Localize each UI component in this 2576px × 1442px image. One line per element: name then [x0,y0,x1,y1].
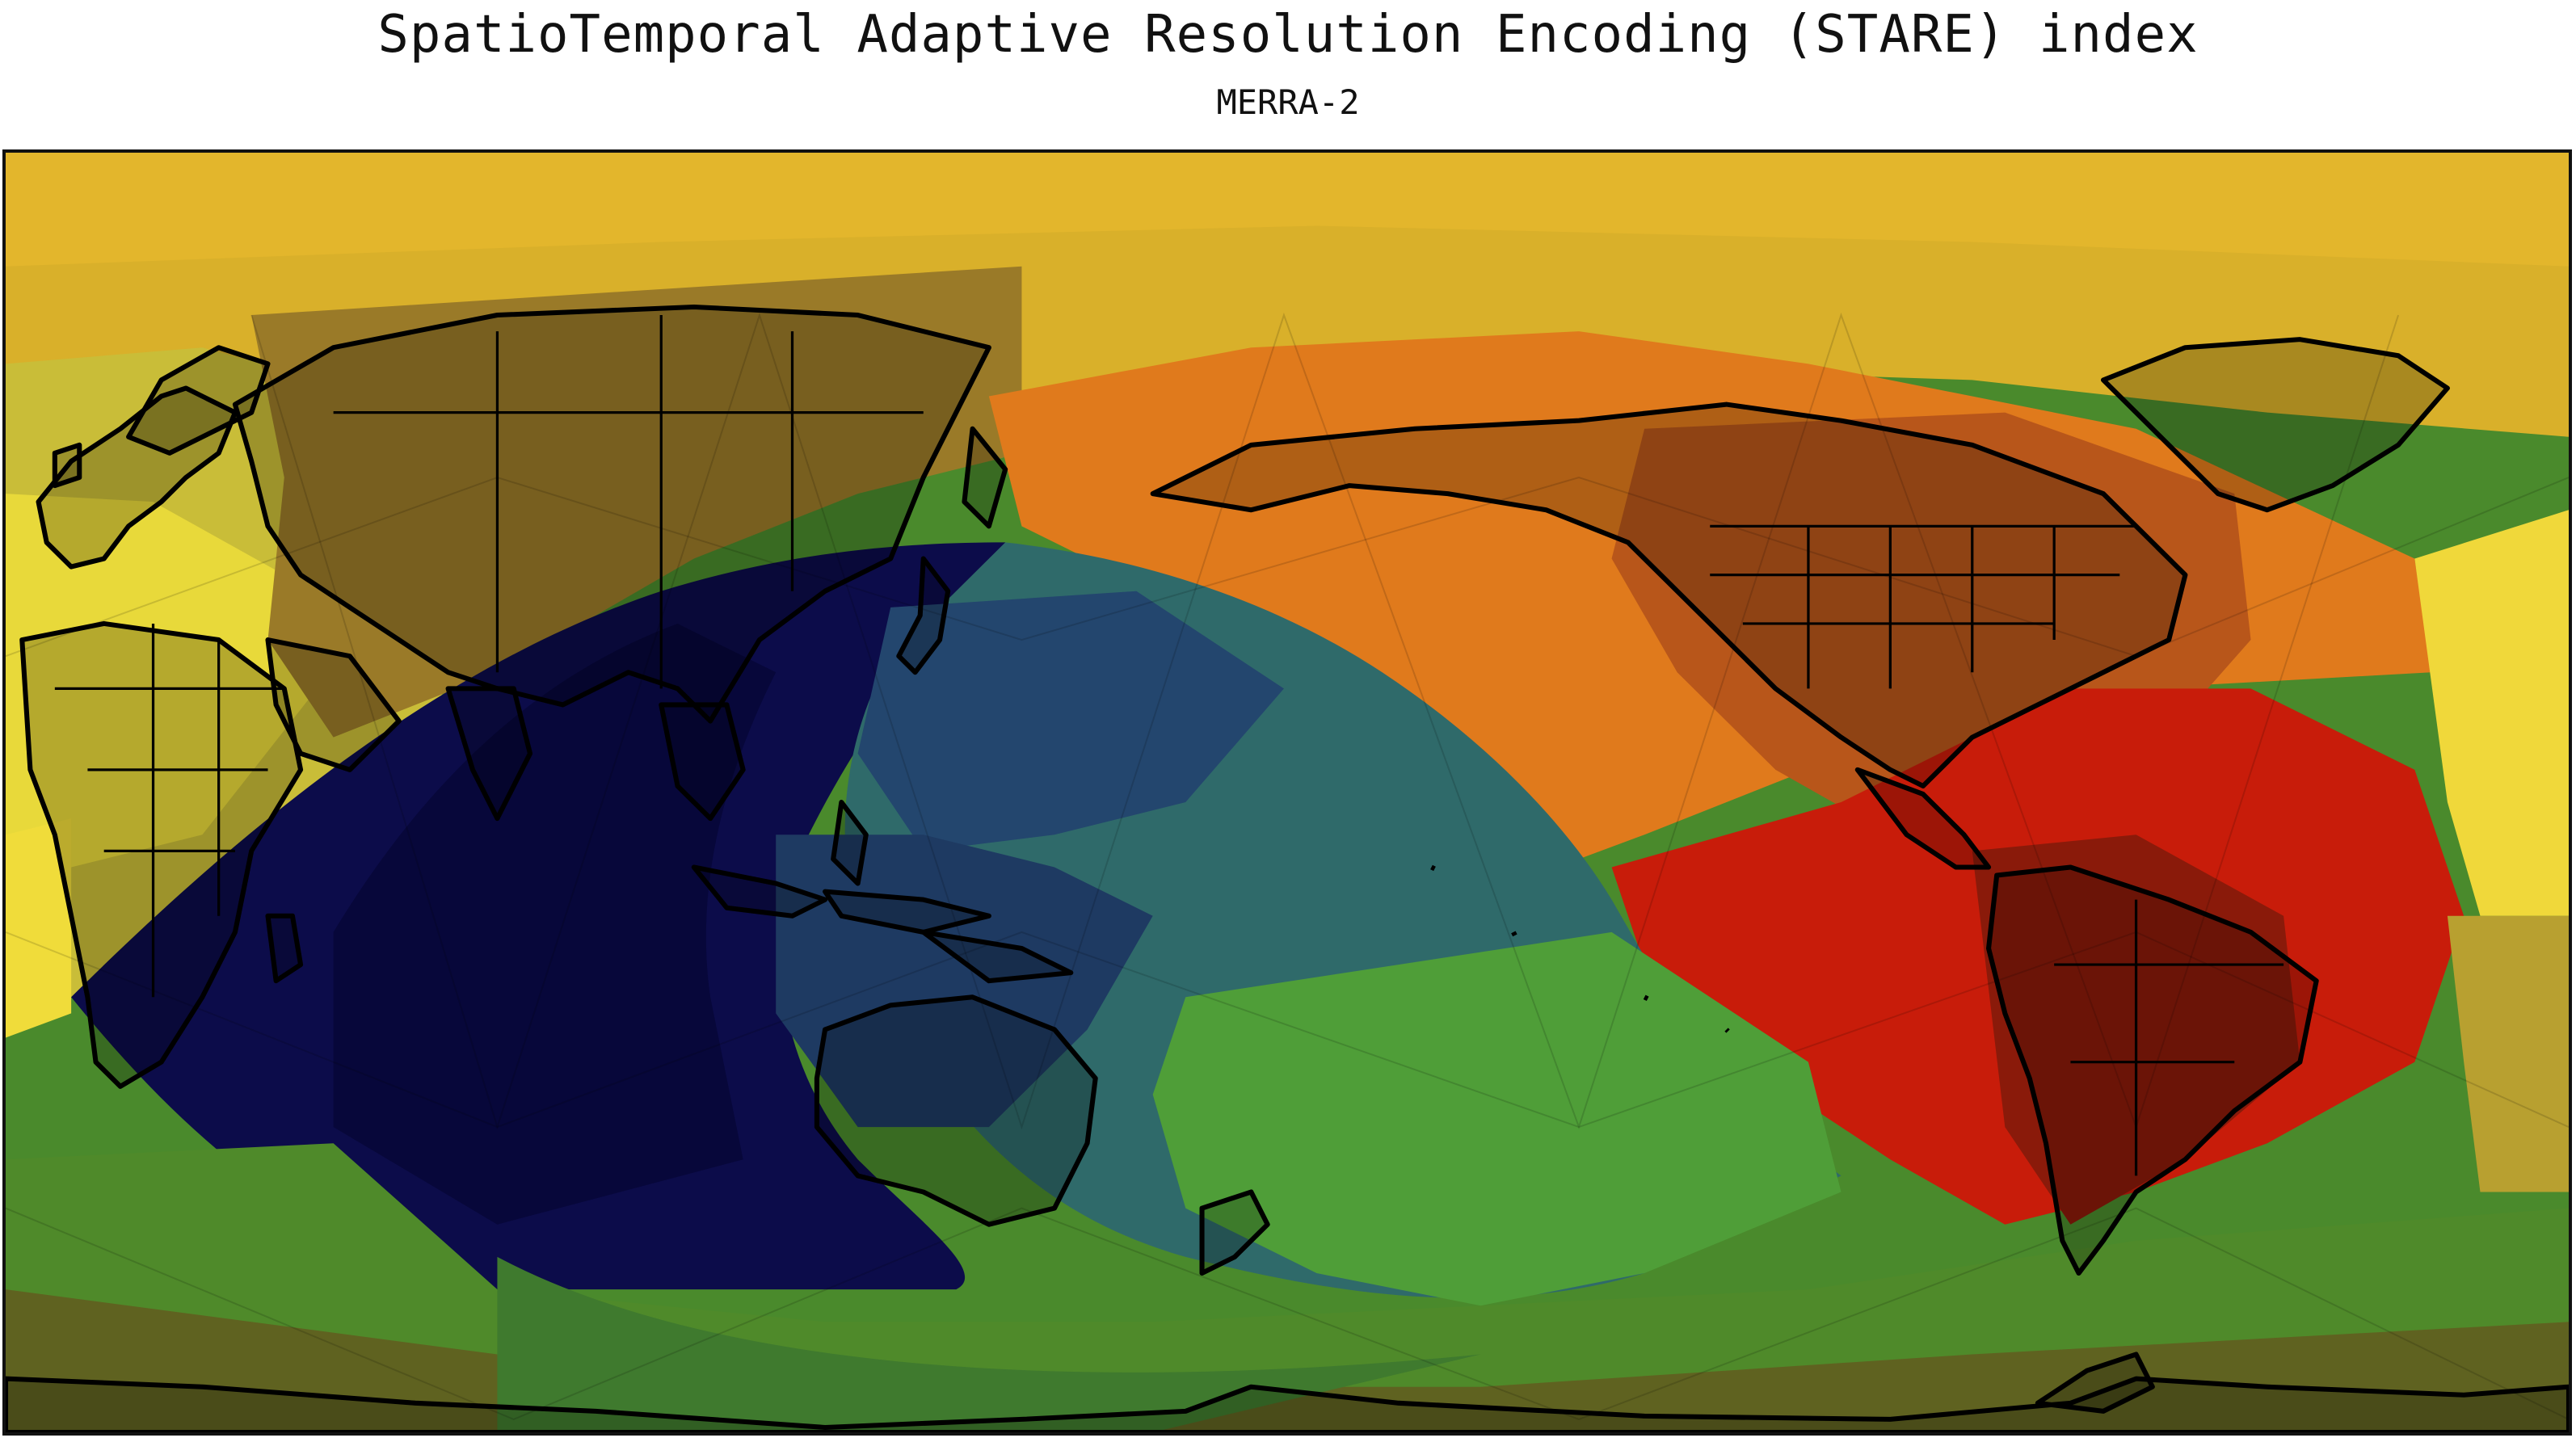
stare-index-map [6,153,2569,1432]
region-south-green [1152,931,1842,1306]
region-africa-right [2447,915,2569,1192]
country-borders [54,315,2284,1176]
map-panel [2,149,2572,1436]
region-navy-core [333,623,777,1225]
region-south-polar-darkgreen [497,1256,1481,1432]
region-east-atlantic [6,818,72,1038]
region-central-pacific-blue [857,591,1284,851]
region-east-atlantic-right [2414,510,2569,916]
figure-title: SpatioTemporal Adaptive Resolution Encod… [377,5,2199,65]
region-sahara-bright [6,494,318,868]
stare-triangle-edges [6,312,2569,1421]
coastlines [6,304,2569,1432]
region-asia-olive [251,266,1022,738]
figure-subtitle: MERRA-2 [1216,82,1360,122]
region-australia-blue [776,835,1153,1128]
region-north-cap-top [6,153,2569,267]
